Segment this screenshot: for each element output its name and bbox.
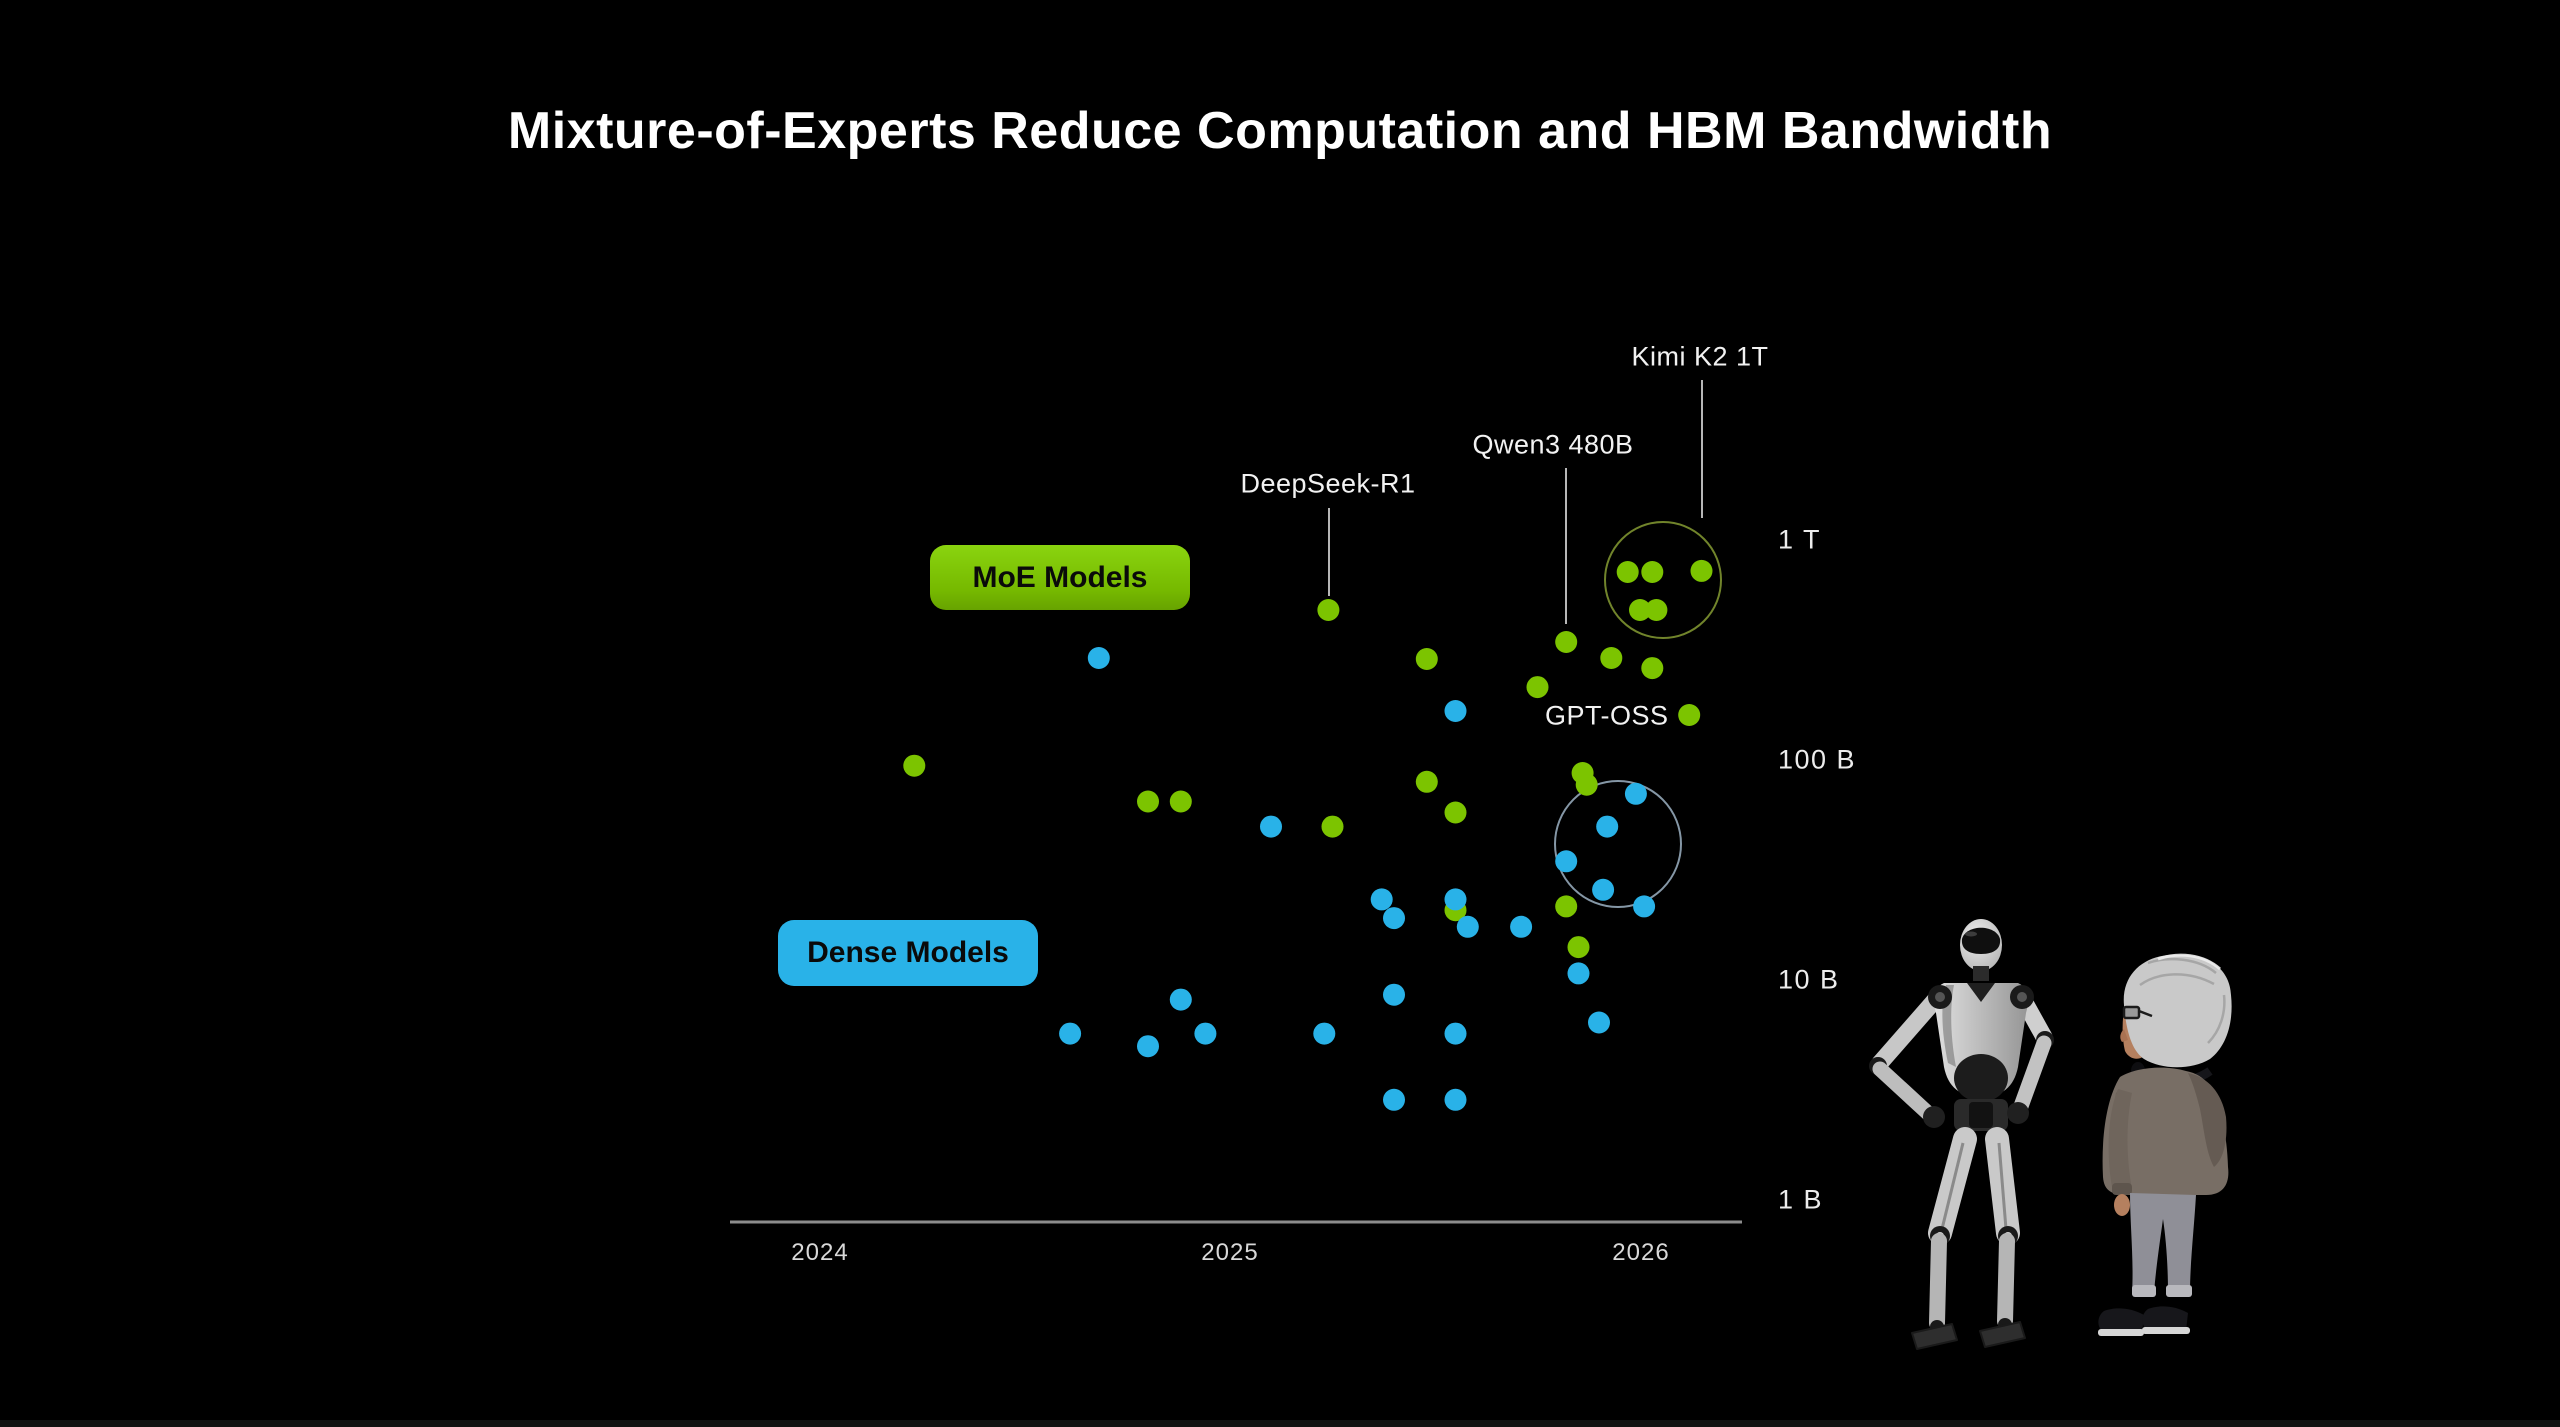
- robot-head: [1960, 919, 2002, 981]
- dense-data-point: [1592, 878, 1615, 901]
- dense-data-point: [1383, 1088, 1405, 1111]
- dense-data-point: [1444, 700, 1467, 722]
- cluster-circle-dense-cluster: [1554, 780, 1682, 908]
- x-tick-label: 2024: [791, 1239, 849, 1266]
- dense-data-point: [1633, 895, 1656, 918]
- moe-data-point: [1641, 561, 1664, 583]
- dense-data-point: [1169, 988, 1192, 1011]
- moe-data-point: [1415, 770, 1438, 793]
- y-tick-label: 10 B: [1778, 964, 1840, 995]
- moe-data-point: [1444, 801, 1467, 824]
- y-tick-label: 1 T: [1778, 524, 1822, 555]
- moe-models-legend-label: MoE Models: [972, 560, 1148, 594]
- moe-data-point: [1526, 676, 1549, 699]
- moe-data-point: [1169, 790, 1192, 813]
- dense-data-point: [1567, 962, 1590, 985]
- moe-models-legend-button[interactable]: MoE Models: [930, 545, 1190, 610]
- dense-data-point: [1137, 1035, 1159, 1058]
- person-head: [2120, 953, 2232, 1068]
- annotation-label-kimi: Kimi K2 1T: [1631, 341, 1769, 372]
- dense-data-point: [1510, 915, 1533, 938]
- annotation-label-gpt-oss: GPT-OSS: [1545, 700, 1669, 731]
- dense-models-legend-label: Dense Models: [807, 936, 1009, 969]
- moe-data-point: [1137, 790, 1159, 813]
- moe-data-point: [1616, 561, 1639, 583]
- dense-data-point: [1370, 888, 1393, 911]
- y-tick-label: 1 B: [1778, 1184, 1824, 1215]
- dense-data-point: [1313, 1022, 1336, 1045]
- x-tick-label: 2025: [1201, 1239, 1259, 1266]
- dense-data-point: [1555, 850, 1578, 873]
- person-body: [2098, 1062, 2229, 1336]
- dense-data-point: [1596, 815, 1619, 838]
- robot-body: [1869, 983, 2054, 1350]
- moe-data-point: [1567, 936, 1590, 959]
- cluster-circle-kimi-cluster: [1604, 521, 1722, 639]
- moe-data-point: [1645, 599, 1668, 621]
- dense-data-point: [1456, 915, 1479, 938]
- y-tick-label: 100 B: [1778, 744, 1857, 775]
- person-figure: [2098, 953, 2232, 1336]
- dense-data-point: [1260, 815, 1282, 838]
- page-title: Mixture-of-Experts Reduce Computation an…: [507, 102, 2053, 160]
- moe-data-point: [1641, 657, 1664, 680]
- dense-data-point: [1087, 647, 1110, 669]
- dense-data-point: [1444, 1088, 1467, 1111]
- dense-data-point: [1588, 1011, 1610, 1034]
- dense-data-point: [1383, 983, 1405, 1006]
- humanoid-robot-figure: [1869, 919, 2054, 1350]
- dense-data-point: [1059, 1022, 1082, 1045]
- dense-data-point: [1194, 1022, 1217, 1045]
- dense-data-point: [1383, 907, 1405, 930]
- moe-data-point: [1629, 599, 1651, 621]
- moe-data-point: [1575, 773, 1598, 796]
- dense-models-legend-button[interactable]: Dense Models: [778, 920, 1038, 986]
- dense-data-point: [1444, 888, 1467, 911]
- moe-data-point: [1690, 559, 1713, 582]
- moe-data-point: [1600, 647, 1623, 669]
- moe-data-point: [1415, 648, 1438, 670]
- bottom-edge-strip: [0, 1420, 2560, 1427]
- moe-data-point: [1321, 815, 1344, 838]
- x-tick-label: 2026: [1612, 1239, 1670, 1266]
- annotation-label-deepseek: DeepSeek-R1: [1240, 468, 1416, 499]
- dense-data-point: [1444, 1022, 1467, 1045]
- dense-data-point: [1624, 782, 1647, 805]
- moe-data-point: [1555, 631, 1578, 653]
- moe-data-point: [903, 754, 926, 777]
- annotation-label-qwen: Qwen3 480B: [1472, 429, 1634, 460]
- moe-data-point: [1678, 704, 1701, 726]
- moe-data-point: [1317, 599, 1340, 621]
- moe-data-point: [1555, 895, 1578, 918]
